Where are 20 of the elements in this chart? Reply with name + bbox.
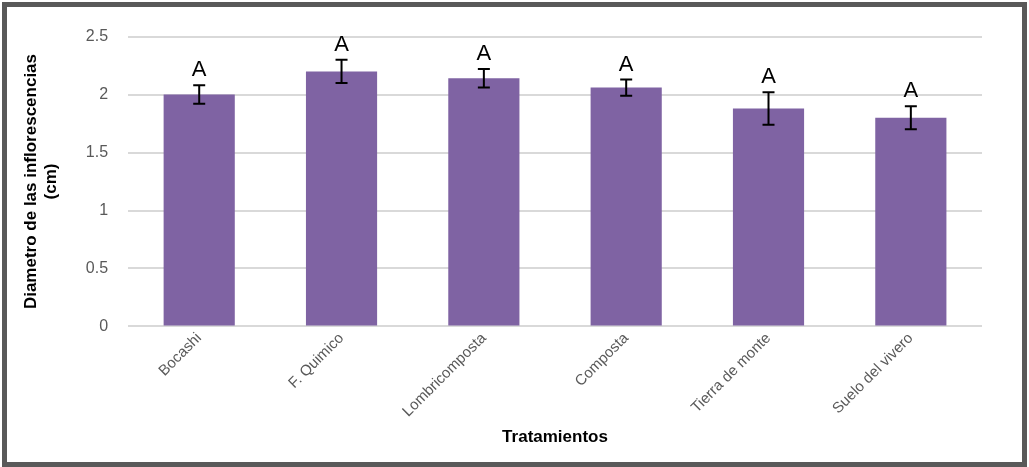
bar (448, 78, 520, 326)
bar (305, 71, 378, 326)
y-tick-label: 2.5 (85, 27, 109, 45)
y-tick-label: 2 (99, 84, 109, 102)
annotation: A (903, 77, 919, 103)
annotation: A (618, 50, 634, 76)
annotation: A (191, 56, 207, 82)
y-tick-label: 1.5 (85, 142, 109, 160)
y-axis-title: Diametro de las inflorescencias (cm) (20, 53, 61, 310)
y-tick-label: 1 (99, 200, 109, 218)
x-axis-title: Tratamientos (502, 427, 608, 447)
y-tick-label: 0 (99, 316, 109, 334)
bar (732, 108, 805, 326)
y-tick-label: 0.5 (85, 258, 109, 276)
bar (590, 87, 662, 326)
bar (875, 117, 947, 326)
annotation: A (476, 40, 492, 66)
bar (163, 94, 235, 326)
annotation: A (761, 63, 777, 89)
annotation: A (334, 30, 350, 56)
